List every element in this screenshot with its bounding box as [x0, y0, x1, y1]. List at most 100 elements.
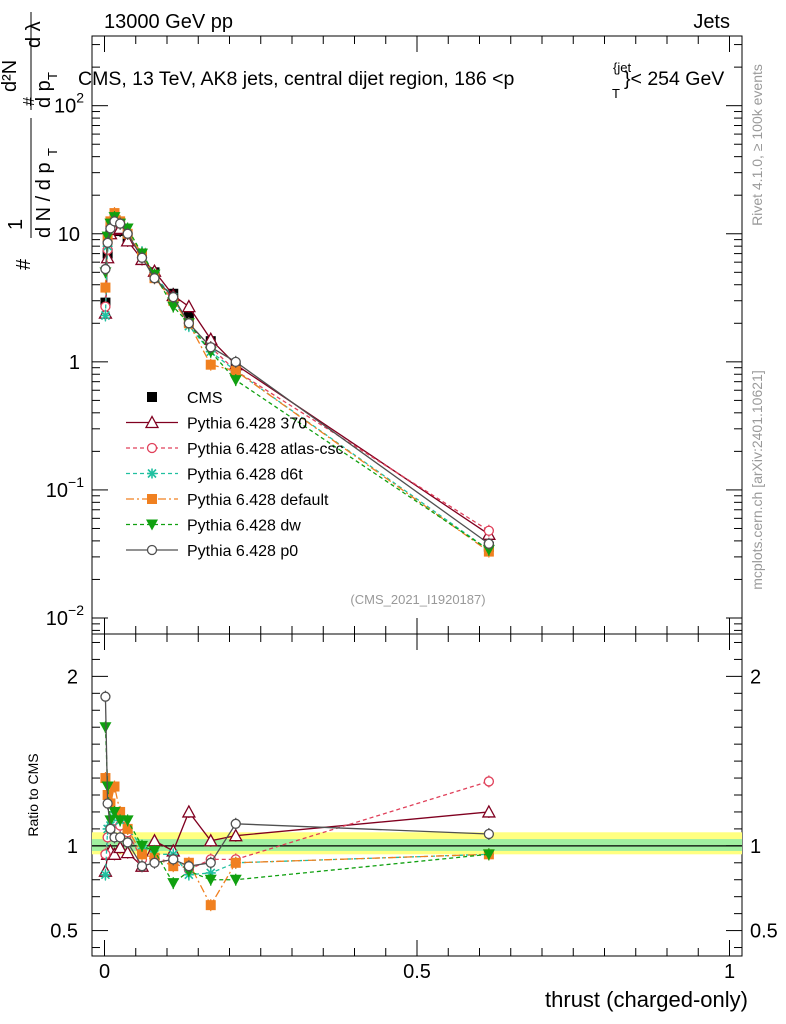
rivet-label: Rivet 4.1.0, ≥ 100k events	[749, 64, 765, 226]
ratio-y-tick-label-right: 1	[750, 836, 761, 858]
ratio-point	[168, 861, 179, 872]
legend: CMS Pythia 6.428 370 Pythia 6.428 atlas-cs…	[126, 390, 344, 560]
legend-marker	[147, 494, 157, 504]
main-point	[168, 291, 179, 303]
legend-item: Pythia 6.428 atlas-csc	[126, 441, 344, 458]
ratio-point	[107, 846, 122, 860]
ratio-point	[100, 691, 111, 702]
ratio-point	[108, 806, 121, 818]
ratio-point	[100, 773, 111, 784]
main-point	[122, 228, 133, 239]
legend-marker	[146, 519, 158, 531]
legend-label: Pythia 6.428 dw	[187, 518, 301, 535]
collision-label: 13000 GeV pp	[104, 11, 233, 33]
legend-item: CMS	[147, 390, 223, 407]
ratio-series-6	[100, 690, 495, 873]
ratio-point	[104, 815, 117, 827]
legend-label: CMS	[187, 390, 223, 407]
x-tick-label: 0	[99, 961, 110, 983]
main-point	[181, 299, 196, 313]
main-point	[167, 301, 180, 313]
ratio-point	[115, 806, 126, 817]
main-y-label: # 1 d N / d p T d²N # d p T d λ	[0, 12, 60, 270]
legend-marker	[146, 544, 158, 556]
ratio-point	[136, 861, 148, 872]
ratio-point	[109, 781, 120, 792]
ratio-point	[149, 857, 160, 868]
ylabel-num-top: d²N	[0, 60, 21, 92]
main-y-tick-base: 1	[69, 352, 80, 374]
ratio-y-tick-label: 1	[67, 836, 78, 858]
main-point	[230, 356, 241, 367]
ratio-point	[122, 823, 133, 834]
main-y-tick-base: 10	[58, 224, 80, 246]
ratio-band-inner	[92, 839, 742, 851]
ratio-y-tick-label-right: 0.5	[750, 921, 778, 943]
ylabel-num-hash: #	[21, 97, 38, 106]
plot-title-main: CMS, 13 TeV, AK8 jets, central dijet reg…	[78, 68, 514, 90]
ratio-x-axis: 0 0.5 1	[99, 634, 735, 983]
legend-label: Pythia 6.428 d6t	[187, 467, 303, 484]
main-point	[483, 525, 495, 536]
ratio-point	[481, 804, 496, 818]
main-point	[205, 359, 216, 370]
ratio-point	[230, 818, 241, 829]
ratio-point	[102, 798, 113, 809]
ratio-point	[100, 849, 111, 860]
main-x-axis	[104, 36, 730, 634]
ylabel-num-T: T	[45, 72, 60, 80]
main-y-tick-exp: −2	[68, 602, 84, 618]
ylabel-den-T: T	[45, 148, 60, 156]
ratio-point	[204, 874, 217, 886]
ratio-point	[148, 845, 161, 857]
legend-label: Pythia 6.428 370	[187, 416, 307, 433]
legend-item: Pythia 6.428 default	[126, 492, 329, 509]
ratio-y-axis: 0.5 0.5 1 1 2 2	[50, 641, 778, 949]
ratio-point	[183, 861, 195, 872]
main-y-tick-base: 10	[54, 96, 76, 118]
ratio-point	[121, 815, 134, 827]
ratio-point	[167, 878, 180, 890]
ylabel-num-bot: d p	[33, 80, 55, 108]
ratio-point	[230, 857, 241, 868]
plot-title: CMS, 13 TeV, AK8 jets, central dijet reg…	[78, 68, 514, 90]
x-axis-label: thrust (charged-only)	[545, 987, 748, 1012]
main-point	[183, 310, 194, 321]
main-y-tick-exp: −1	[68, 474, 84, 490]
ratio-point	[205, 900, 216, 911]
ratio-point	[105, 823, 116, 835]
ratio-point	[483, 776, 495, 787]
ratio-point	[168, 854, 179, 865]
ratio-point	[137, 849, 147, 860]
ylabel-one: 1	[5, 219, 27, 230]
main-y-tick-base: 10	[46, 480, 68, 502]
main-series	[98, 207, 496, 558]
main-point	[100, 310, 111, 321]
main-point	[149, 273, 160, 284]
mcplots-label: mcplots.cern.ch [arXiv:2401.10621]	[749, 370, 765, 589]
ratio-y-label: Ratio to CMS	[25, 753, 41, 836]
main-y-tick-label: 10−1	[46, 474, 84, 502]
legend-item: Pythia 6.428 370	[126, 415, 307, 433]
ratio-point	[114, 832, 126, 843]
main-point	[120, 233, 135, 247]
plot-title-sup: {jet	[613, 60, 631, 75]
main-point	[183, 318, 195, 329]
main-y-tick-label: 10	[58, 224, 80, 246]
ratio-point	[203, 833, 218, 847]
plot-title-end: }< 254 GeV	[624, 68, 724, 90]
ratio-y-tick-label-right: 2	[750, 666, 761, 688]
ratio-point	[483, 828, 495, 840]
legend-label: Pythia 6.428 atlas-csc	[187, 441, 344, 458]
main-y-tick-label: 102	[54, 90, 84, 118]
main-point	[100, 282, 111, 293]
ratio-point	[120, 845, 135, 859]
legend-marker	[144, 415, 160, 429]
ratio-point	[113, 840, 128, 854]
ratio-y-tick-label: 2	[67, 666, 78, 688]
plot-title-sub: T	[612, 86, 620, 101]
main-point	[205, 342, 216, 353]
